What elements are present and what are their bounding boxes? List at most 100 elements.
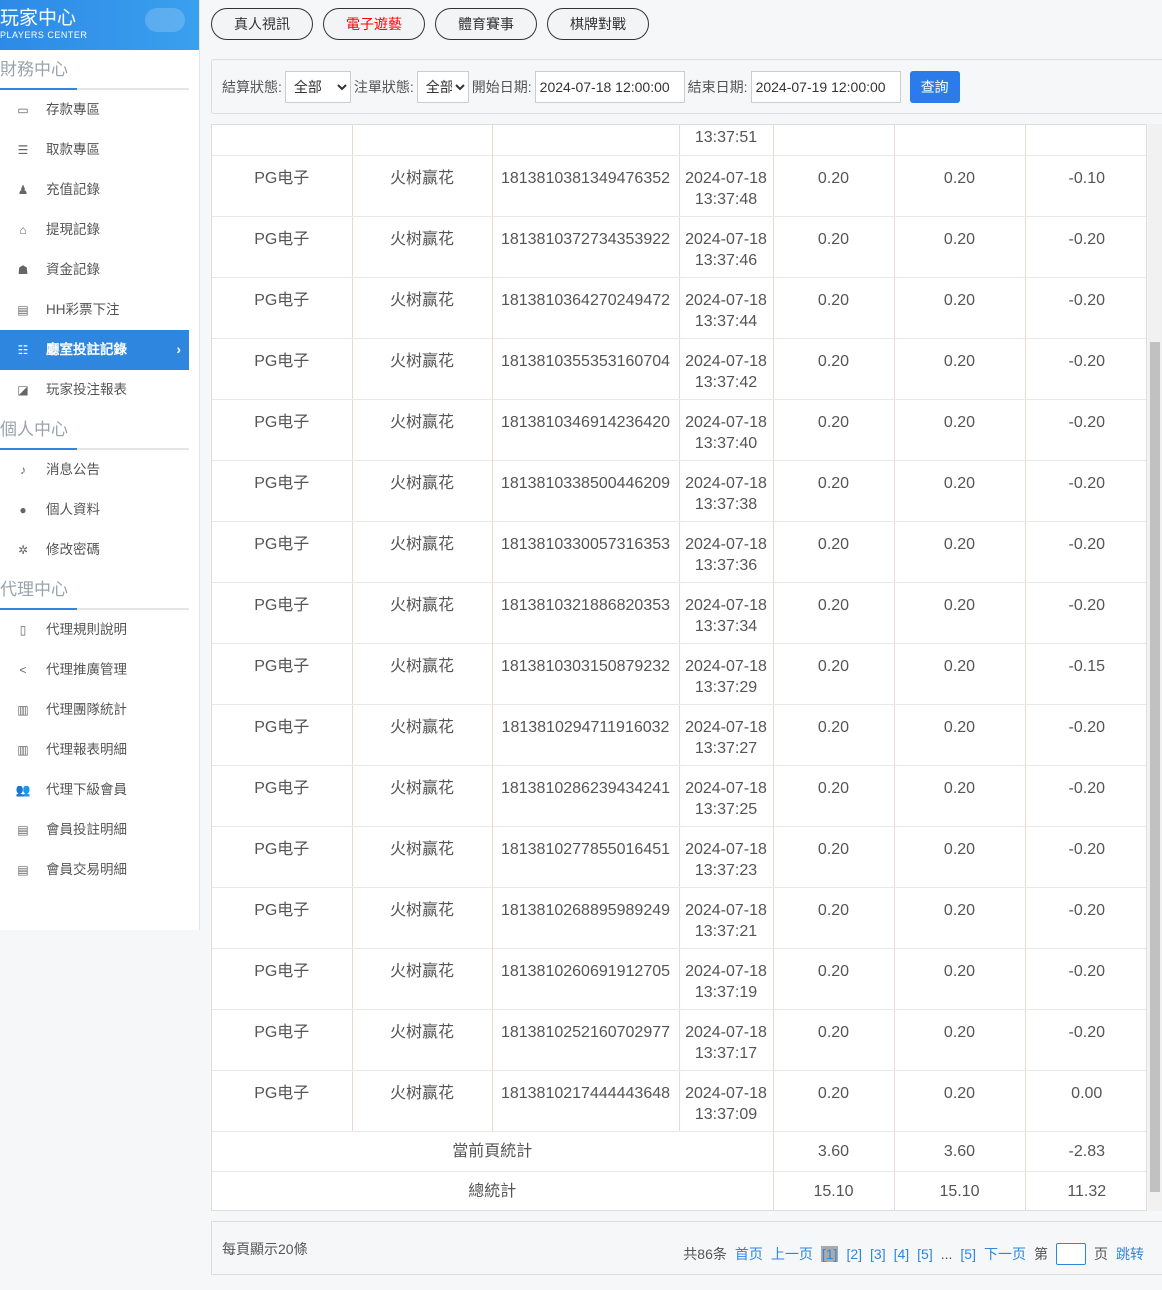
scrollbar-thumb[interactable]	[1150, 342, 1160, 1192]
sidebar-item-label: 廳室投註記錄	[46, 342, 127, 357]
table-cell: 1813810355353160704	[492, 338, 680, 400]
table-row: 13:37:51	[212, 125, 1146, 156]
table-cell: PG电子	[212, 887, 353, 949]
sidebar-item[interactable]: ▯ 代理規則說明	[0, 610, 189, 650]
table-cell: -0.20	[1025, 1009, 1146, 1071]
tab[interactable]: 棋牌對戰	[547, 8, 649, 40]
category-tabs: 真人視訊 電子遊藝 體育賽事 棋牌對戰	[200, 0, 1162, 50]
sidebar-item[interactable]: 👥 代理下級會員	[0, 770, 189, 810]
table-cell: 2024-07-18 13:37:44	[679, 277, 774, 339]
table-cell: PG电子	[212, 460, 353, 522]
table-cell: 火树赢花	[352, 216, 493, 278]
first-page-link[interactable]: 首页	[734, 1246, 763, 1262]
sidebar-item[interactable]: ▤ 會員投註明細	[0, 810, 189, 850]
page-link[interactable]: [3]	[870, 1246, 886, 1262]
sidebar-item[interactable]: ▤ 會員交易明細	[0, 850, 189, 890]
page-link[interactable]: [4]	[893, 1246, 910, 1262]
filter-bar: 結算狀態: 全部 注單狀態: 全部 開始日期: 結束日期: 查詢	[211, 59, 1162, 114]
table-cell: 0.20	[773, 887, 895, 949]
sidebar-item[interactable]: ◪ 玩家投注報表	[0, 370, 189, 410]
last-page-link[interactable]: [5]	[960, 1246, 976, 1262]
list-icon: ▤	[17, 303, 29, 317]
table-cell: PG电子	[212, 948, 353, 1010]
table-cell: 火树赢花	[352, 826, 493, 888]
tab[interactable]: 體育賽事	[435, 8, 537, 40]
start-date-input[interactable]	[534, 70, 685, 103]
book-icon: ▥	[17, 743, 29, 757]
table-cell: -0.20	[1025, 399, 1146, 461]
page-link[interactable]: [2]	[846, 1246, 863, 1262]
card-icon: ▭	[17, 103, 29, 117]
table-cell: 0.20	[773, 765, 895, 827]
sidebar-item[interactable]: < 代理推廣管理	[0, 650, 189, 690]
table-cell: 0.20	[894, 277, 1026, 339]
table-scrollbar[interactable]	[1148, 124, 1162, 1211]
sidebar-item[interactable]: ✲ 修改密碼	[0, 530, 189, 570]
table-cell	[212, 125, 353, 156]
sidebar-item[interactable]: ☷ 廳室投註記錄 ›	[0, 330, 189, 370]
pagination-bar: 每頁顯示20條 共86条 首页 上一页 [1] [2] [3] [4] [5]... [5] 下一…	[211, 1221, 1162, 1275]
table-cell: 火树赢花	[352, 643, 493, 705]
sidebar-item[interactable]: ▭ 存款專區	[0, 90, 189, 130]
chart-icon: ◪	[17, 383, 29, 397]
sidebar-item[interactable]: ● 個人資料	[0, 490, 189, 530]
sidebar-item[interactable]: ▥ 代理報表明細	[0, 730, 189, 770]
table-cell: 火树赢花	[352, 887, 493, 949]
total-count: 共86条	[683, 1246, 727, 1262]
table-cell: 1813810294711916032	[492, 704, 680, 766]
sidebar-item[interactable]: ☗ 資金記錄	[0, 250, 189, 290]
sidebar-item[interactable]: ♟ 充值記錄	[0, 170, 189, 210]
table-cell: 火树赢花	[352, 1009, 493, 1071]
table-cell: PG电子	[212, 1070, 353, 1132]
sidebar-item-label: 取款專區	[46, 142, 100, 157]
table-cell: 2024-07-18 13:37:38	[679, 460, 774, 522]
sidebar-item-label: 個人資料	[46, 502, 100, 517]
tab[interactable]: 真人視訊	[211, 8, 313, 40]
table-cell: 0.20	[773, 643, 895, 705]
table-cell: 火树赢花	[352, 948, 493, 1010]
sidebar-item-label: 資金記錄	[46, 262, 100, 277]
table-cell: 火树赢花	[352, 338, 493, 400]
table-cell: 2024-07-18 13:37:19	[679, 948, 774, 1010]
table-cell: 1813810372734353922	[492, 216, 680, 278]
jump-link[interactable]: 跳转	[1116, 1246, 1144, 1262]
table-row: PG电子 火树赢花 1813810277855016451 2024-07-18 13:…	[212, 826, 1146, 888]
sidebar-item[interactable]: ⌂ 提現記錄	[0, 210, 189, 250]
table-cell: 2024-07-18 13:37:29	[679, 643, 774, 705]
table-cell: -0.20	[1025, 277, 1146, 339]
next-page-link[interactable]: 下一页	[984, 1246, 1026, 1262]
table-row: PG电子 火树赢花 1813810294711916032 2024-07-18 13:…	[212, 704, 1146, 766]
table-row: PG电子 火树赢花 1813810252160702977 2024-07-18 13:…	[212, 1009, 1146, 1071]
table-row: PG电子 火树赢花 1813810372734353922 2024-07-18 13:…	[212, 216, 1146, 278]
table-cell: -0.20	[1025, 521, 1146, 583]
sidebar-item[interactable]: ♪ 消息公告	[0, 450, 189, 490]
order-status-select[interactable]: 全部	[416, 70, 469, 103]
sidebar-item[interactable]: ▤ HH彩票下注	[0, 290, 189, 330]
table-cell: 0.00	[1025, 1070, 1146, 1132]
query-button[interactable]: 查詢	[909, 70, 960, 103]
table-cell: 0.20	[773, 826, 895, 888]
bell-icon: ♪	[20, 463, 26, 477]
table-cell: 0.20	[894, 460, 1026, 522]
sidebar-section-title: 財務中心	[0, 50, 189, 90]
sidebar-item-label: 代理團隊統計	[46, 702, 127, 717]
table-cell: PG电子	[212, 704, 353, 766]
settle-status-select[interactable]: 全部	[284, 70, 351, 103]
sidebar-item[interactable]: ☰ 取款專區	[0, 130, 189, 170]
table-cell: 火树赢花	[352, 765, 493, 827]
page-link[interactable]: [5]	[917, 1246, 933, 1262]
table-cell: 2024-07-18 13:37:46	[679, 216, 774, 278]
table-cell: 火树赢花	[352, 399, 493, 461]
page-link[interactable]: [1]	[820, 1246, 839, 1262]
page-number-input[interactable]	[1056, 1243, 1086, 1265]
table-row: PG电子 火树赢花 1813810303150879232 2024-07-18 13:…	[212, 643, 1146, 705]
share-icon: <	[19, 663, 27, 677]
table-cell: 0.20	[894, 643, 1026, 705]
table-row: PG电子 火树赢花 1813810286239434241 2024-07-18 13:…	[212, 765, 1146, 827]
table-cell: PG电子	[212, 399, 353, 461]
tab[interactable]: 電子遊藝	[323, 8, 425, 40]
prev-page-link[interactable]: 上一页	[770, 1246, 813, 1262]
table-row: PG电子 火树赢花 1813810217444443648 2024-07-18 13:…	[212, 1070, 1146, 1132]
end-date-input[interactable]	[750, 70, 901, 103]
sidebar-item[interactable]: ▥ 代理團隊統計	[0, 690, 189, 730]
